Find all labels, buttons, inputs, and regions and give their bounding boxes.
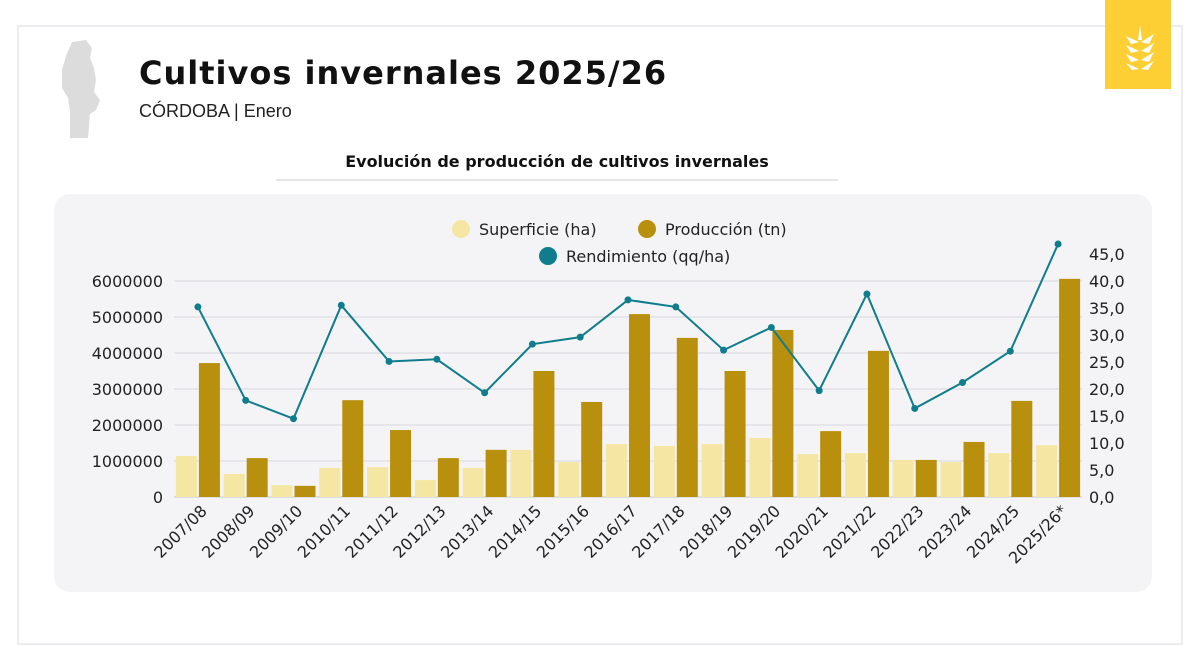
bar-produccion xyxy=(963,441,985,497)
point-rendimiento xyxy=(289,415,297,423)
point-rendimiento xyxy=(194,303,202,311)
bar-produccion xyxy=(294,485,316,497)
legend: Superficie (ha) Producción (tn) Rendimie… xyxy=(452,220,787,266)
right-axis-tick: 25,0 xyxy=(1089,353,1125,372)
chart-title: Evolución de producción de cultivos inve… xyxy=(276,152,838,181)
chart: 0 1000000 2000000 3000000 4000000 5000000 6000… xyxy=(92,220,1125,567)
left-axis-tick: 2000000 xyxy=(92,416,163,435)
point-rendimiento xyxy=(1054,240,1062,248)
point-rendimiento xyxy=(959,379,967,387)
bar-produccion xyxy=(867,350,889,497)
point-rendimiento xyxy=(815,387,823,395)
point-rendimiento xyxy=(576,333,584,341)
bar-superficie xyxy=(510,449,532,497)
point-rendimiento xyxy=(672,303,680,311)
point-rendimiento xyxy=(863,290,871,298)
point-rendimiento xyxy=(720,346,728,354)
left-axis-tick: 1000000 xyxy=(92,452,163,471)
bar-superficie xyxy=(988,453,1010,497)
left-axis-tick: 5000000 xyxy=(92,308,163,327)
point-rendimiento xyxy=(528,340,536,348)
bar-produccion xyxy=(485,449,507,497)
svg-text:Superficie (ha): Superficie (ha) xyxy=(479,220,597,239)
line-rendimiento xyxy=(197,243,1060,420)
right-axis-tick: 40,0 xyxy=(1089,272,1125,291)
bar-produccion xyxy=(724,371,746,497)
bar-superficie xyxy=(892,459,914,497)
logo xyxy=(1105,0,1171,89)
bar-superficie xyxy=(797,454,819,497)
cordoba-map-icon xyxy=(62,40,100,138)
legend-item-produccion[interactable]: Producción (tn) xyxy=(638,220,787,239)
point-rendimiento xyxy=(337,301,345,309)
point-rendimiento xyxy=(385,357,393,365)
point-rendimiento xyxy=(242,396,250,404)
bar-produccion xyxy=(437,458,459,497)
bar-produccion xyxy=(390,430,412,497)
bar-superficie xyxy=(223,473,245,497)
point-rendimiento xyxy=(1006,347,1014,355)
bar-superficie xyxy=(462,467,484,497)
right-axis-tick: 15,0 xyxy=(1089,407,1125,426)
bar-produccion xyxy=(581,401,603,497)
chart-panel xyxy=(54,194,1152,592)
right-axis-tick: 0,0 xyxy=(1089,488,1114,507)
bar-produccion xyxy=(533,371,555,497)
bar-superficie xyxy=(558,462,580,497)
bar-produccion xyxy=(246,458,268,497)
point-rendimiento xyxy=(481,389,489,397)
bar-produccion xyxy=(1011,400,1033,497)
right-axis-tick: 30,0 xyxy=(1089,326,1125,345)
bar-produccion xyxy=(676,337,698,497)
bar-superficie xyxy=(844,453,866,497)
bar-superficie xyxy=(271,485,293,497)
left-axis-tick: 3000000 xyxy=(92,380,163,399)
point-rendimiento xyxy=(767,323,775,331)
wheat-icon xyxy=(1126,25,1154,70)
bar-produccion xyxy=(772,329,794,497)
svg-text:Rendimiento (qq/ha): Rendimiento (qq/ha) xyxy=(566,247,730,266)
bar-superficie xyxy=(701,444,723,497)
bar-superficie xyxy=(414,480,436,497)
left-axis-tick: 0 xyxy=(153,488,163,507)
bar-superficie xyxy=(940,462,962,497)
bar-produccion xyxy=(342,400,364,497)
right-axis-tick: 20,0 xyxy=(1089,380,1125,399)
left-axis-tick: 4000000 xyxy=(92,344,163,363)
bar-superficie xyxy=(606,444,627,497)
page-title: Cultivos invernales 2025/26 xyxy=(139,54,668,92)
bar-produccion xyxy=(1059,278,1081,497)
bar-produccion xyxy=(820,431,842,497)
legend-item-superficie[interactable]: Superficie (ha) xyxy=(452,220,597,239)
bar-produccion xyxy=(198,363,220,497)
right-axis-tick: 35,0 xyxy=(1089,299,1125,318)
bar-superficie xyxy=(319,467,341,497)
bar-superficie xyxy=(367,467,389,497)
right-axis-tick: 10,0 xyxy=(1089,434,1125,453)
bar-produccion xyxy=(629,314,650,497)
point-rendimiento xyxy=(911,404,919,412)
bar-superficie xyxy=(175,455,197,497)
point-rendimiento xyxy=(433,355,441,363)
bar-superficie xyxy=(653,445,675,497)
right-axis-tick: 45,0 xyxy=(1089,245,1125,264)
bar-produccion xyxy=(915,459,937,497)
left-axis-tick: 6000000 xyxy=(92,272,163,291)
right-axis-tick: 5,0 xyxy=(1089,461,1114,480)
bar-superficie xyxy=(1036,445,1058,497)
svg-text:Producción (tn): Producción (tn) xyxy=(665,220,787,239)
bar-superficie xyxy=(749,437,771,497)
legend-item-rendimiento[interactable]: Rendimiento (qq/ha) xyxy=(539,247,730,266)
page-subtitle: CÓRDOBA | Enero xyxy=(139,101,292,121)
point-rendimiento xyxy=(624,296,632,304)
